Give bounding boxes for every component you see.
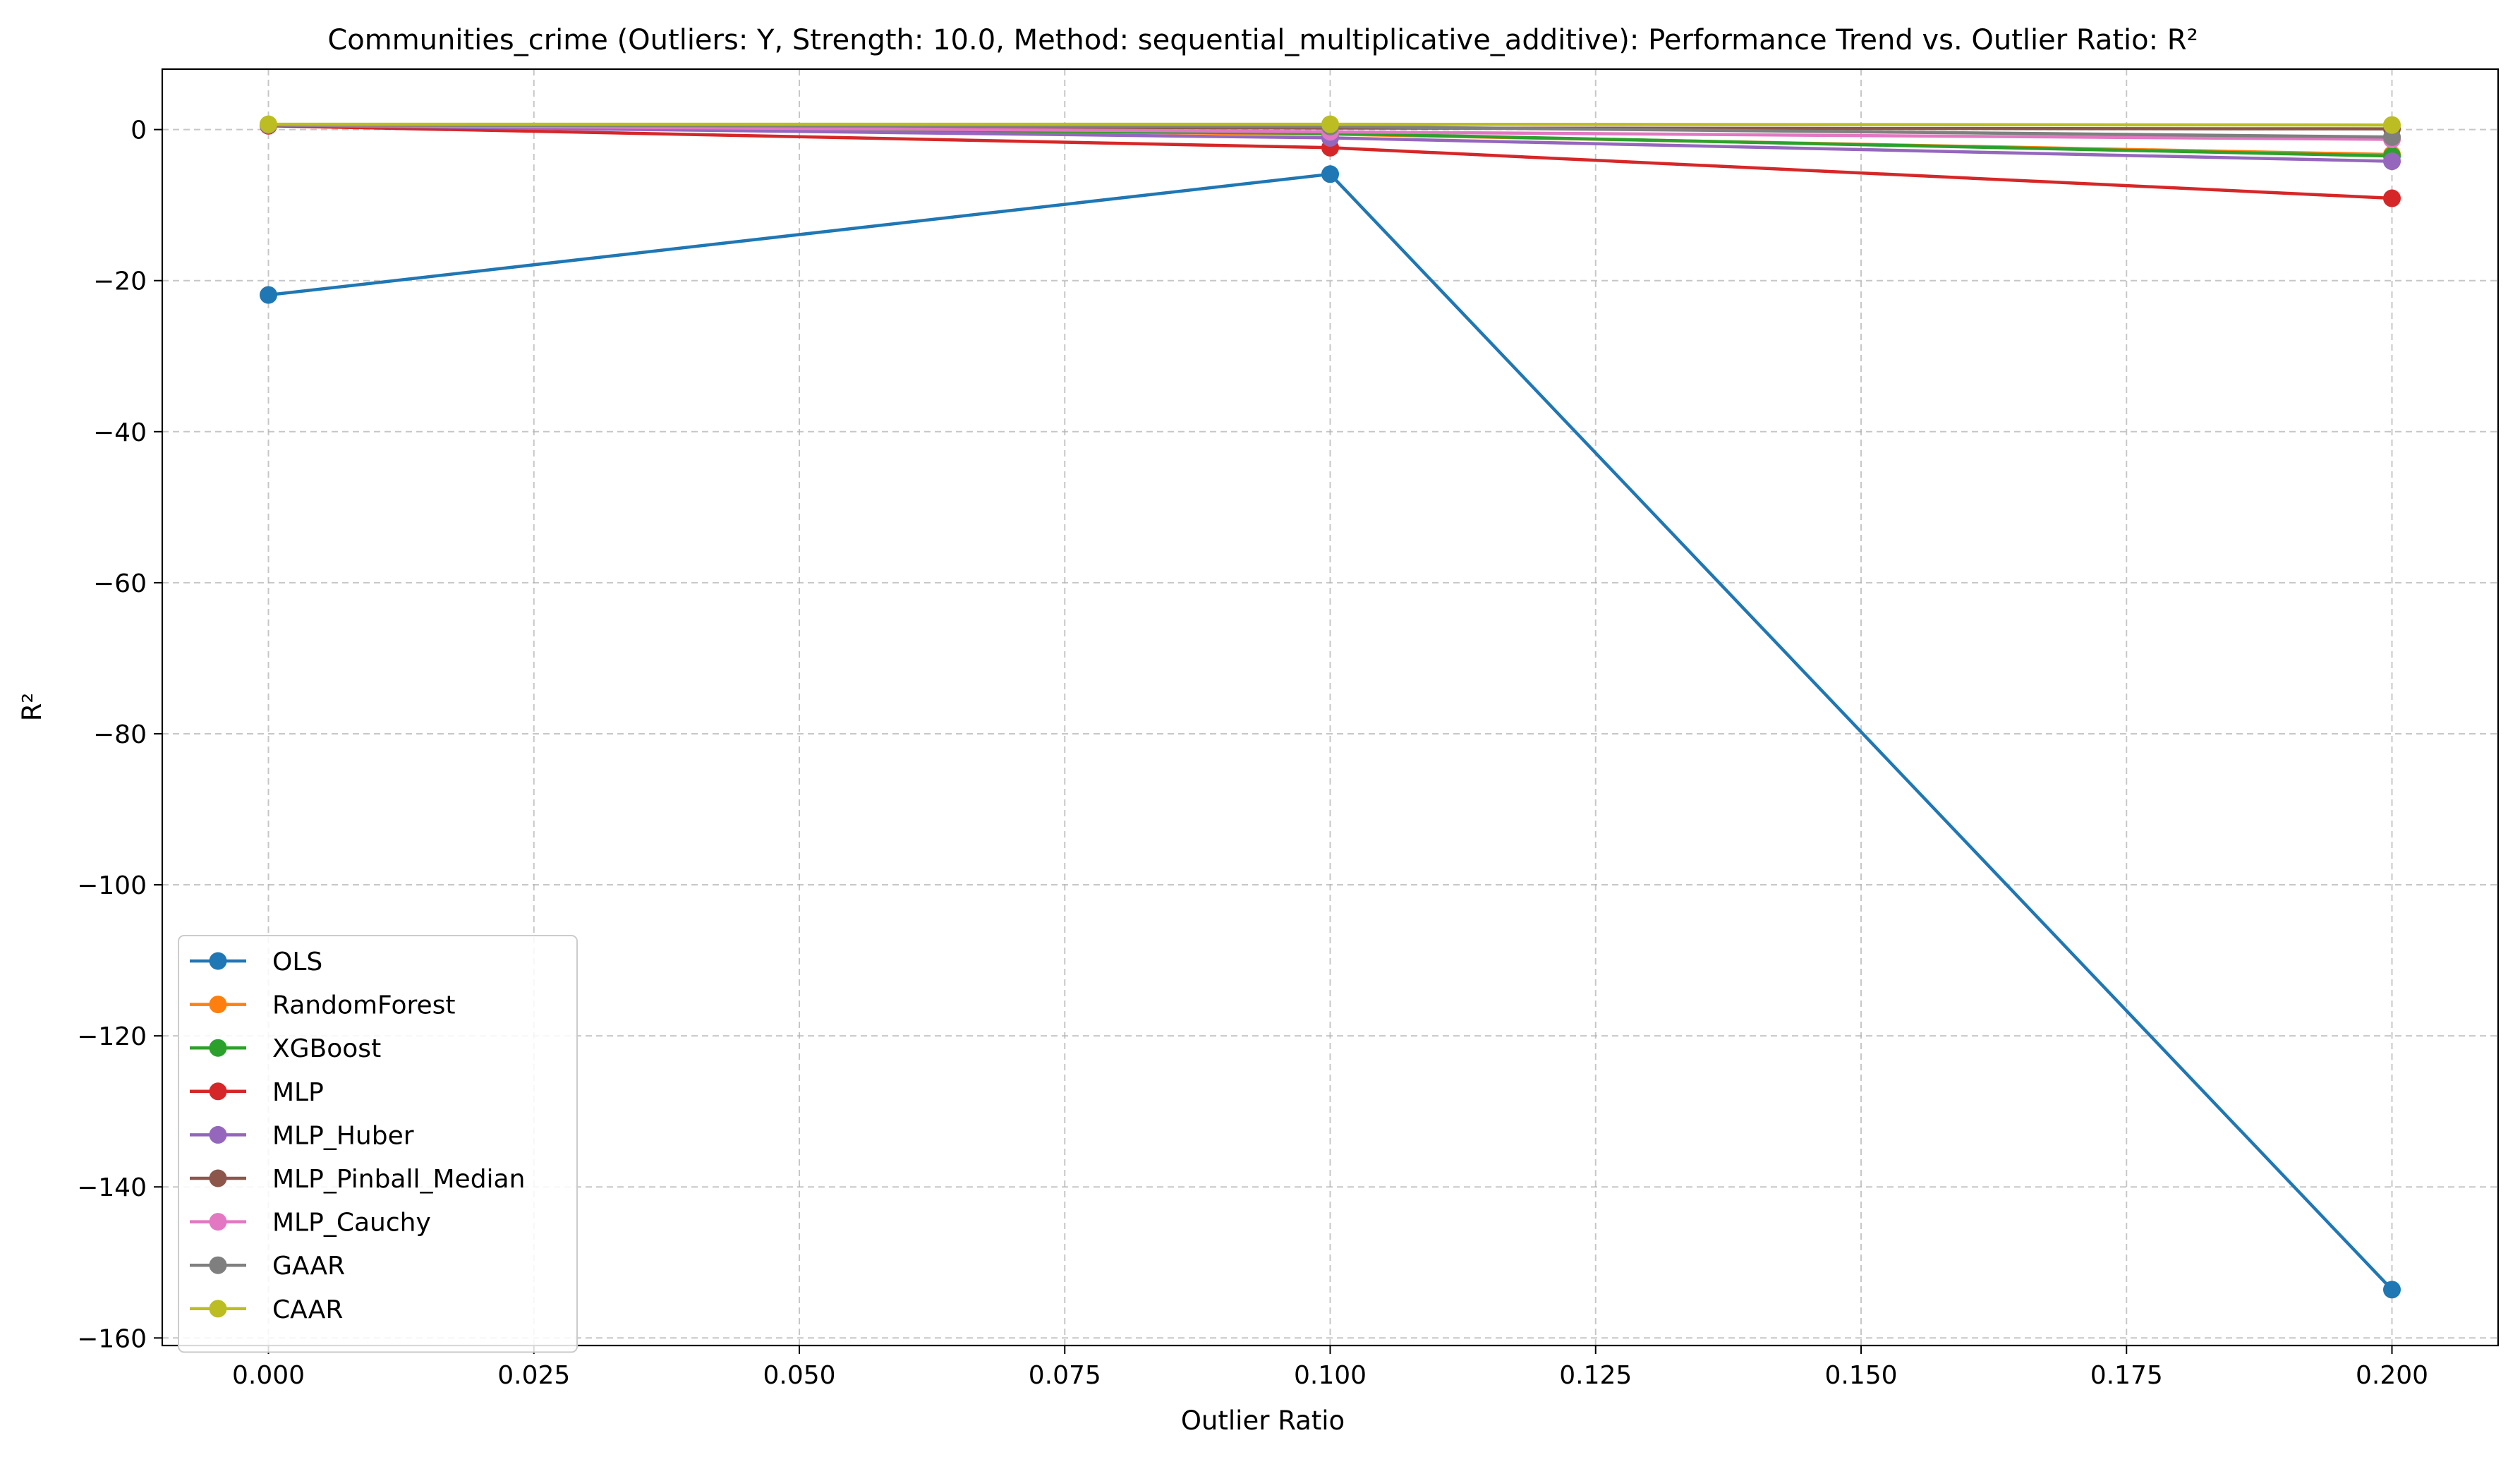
y-tick-label: −80 bbox=[93, 720, 147, 749]
legend-item-mlp-cauchy: MLP_Cauchy bbox=[190, 1209, 431, 1238]
legend-label-randomforest: RandomForest bbox=[272, 991, 456, 1020]
data-point-mlp-huber bbox=[2383, 152, 2401, 171]
legend-item-gaar: GAAR bbox=[190, 1252, 345, 1281]
y-tick-label: 0 bbox=[131, 116, 147, 145]
legend-label-ols: OLS bbox=[272, 948, 322, 977]
data-point-mlp bbox=[2383, 189, 2401, 207]
x-tick-label: 0.075 bbox=[1029, 1361, 1101, 1390]
legend-item-mlp-huber: MLP_Huber bbox=[190, 1121, 414, 1150]
legend-marker-mlp-huber bbox=[209, 1125, 227, 1144]
legend-item-xgboost: XGBoost bbox=[190, 1034, 381, 1063]
legend-marker-gaar bbox=[209, 1256, 227, 1274]
x-tick-label: 0.175 bbox=[2090, 1361, 2163, 1390]
legend-marker-randomforest bbox=[209, 996, 227, 1014]
x-tick-label: 0.025 bbox=[497, 1361, 570, 1390]
legend-marker-mlp bbox=[209, 1082, 227, 1101]
chart-title: Communities_crime (Outliers: Y, Strength… bbox=[327, 24, 2198, 56]
legend-label-gaar: GAAR bbox=[272, 1252, 345, 1281]
x-axis-label: Outlier Ratio bbox=[1181, 1405, 1345, 1436]
x-tick-label: 0.200 bbox=[2356, 1361, 2428, 1390]
legend-item-mlp-pinball-median: MLP_Pinball_Median bbox=[190, 1165, 525, 1194]
x-tick-label: 0.125 bbox=[1559, 1361, 1632, 1390]
legend-item-randomforest: RandomForest bbox=[190, 991, 456, 1020]
legend-label-mlp-huber: MLP_Huber bbox=[272, 1121, 414, 1150]
data-point-ols bbox=[260, 286, 277, 304]
y-tick-label: −120 bbox=[77, 1022, 147, 1051]
x-tick-label: 0.050 bbox=[763, 1361, 835, 1390]
data-point-caar bbox=[2383, 116, 2401, 134]
y-tick-label: −20 bbox=[93, 267, 147, 296]
legend-marker-mlp-pinball-median bbox=[209, 1169, 227, 1187]
legend-label-xgboost: XGBoost bbox=[272, 1034, 381, 1063]
y-axis-ticks: 0 −20 −40 −60 −80 −100 −120 −140 −160 bbox=[77, 116, 162, 1353]
x-tick-label: 0.150 bbox=[1824, 1361, 1897, 1390]
legend-box bbox=[178, 935, 578, 1353]
legend-marker-caar bbox=[209, 1300, 227, 1318]
y-axis-label: R² bbox=[17, 693, 47, 722]
legend-label-caar: CAAR bbox=[272, 1295, 343, 1324]
data-point-gaar bbox=[2383, 128, 2401, 146]
legend-marker-mlp-cauchy bbox=[209, 1213, 227, 1231]
y-tick-label: −60 bbox=[93, 569, 147, 598]
x-axis-ticks: 0.000 0.025 0.050 0.075 0.100 0.125 0.150 0.175… bbox=[232, 1346, 2428, 1390]
y-tick-label: −140 bbox=[77, 1173, 147, 1202]
legend-item-caar: CAAR bbox=[190, 1295, 343, 1324]
data-point-ols bbox=[2383, 1281, 2401, 1299]
y-tick-label: −100 bbox=[77, 871, 147, 900]
legend-item-mlp: MLP bbox=[190, 1078, 324, 1107]
legend-label-mlp-pinball-median: MLP_Pinball_Median bbox=[272, 1165, 525, 1194]
series-layer bbox=[260, 115, 2401, 1299]
series-caar bbox=[260, 115, 2401, 134]
data-point-caar bbox=[1321, 115, 1339, 133]
legend-marker-ols bbox=[209, 952, 227, 970]
legend: OLS RandomForest XGBoost MLP MLP_Huber MLP_Pi… bbox=[178, 935, 578, 1353]
x-tick-label: 0.000 bbox=[232, 1361, 305, 1390]
legend-label-mlp-cauchy: MLP_Cauchy bbox=[272, 1209, 431, 1238]
data-point-ols bbox=[1321, 165, 1339, 183]
y-tick-label: −160 bbox=[77, 1324, 147, 1353]
legend-label-mlp: MLP bbox=[272, 1078, 324, 1107]
legend-marker-xgboost bbox=[209, 1039, 227, 1057]
x-tick-label: 0.100 bbox=[1294, 1361, 1367, 1390]
series-ols bbox=[260, 165, 2401, 1299]
data-point-caar bbox=[260, 115, 277, 133]
legend-item-ols: OLS bbox=[190, 948, 322, 977]
y-tick-label: −40 bbox=[93, 418, 147, 447]
